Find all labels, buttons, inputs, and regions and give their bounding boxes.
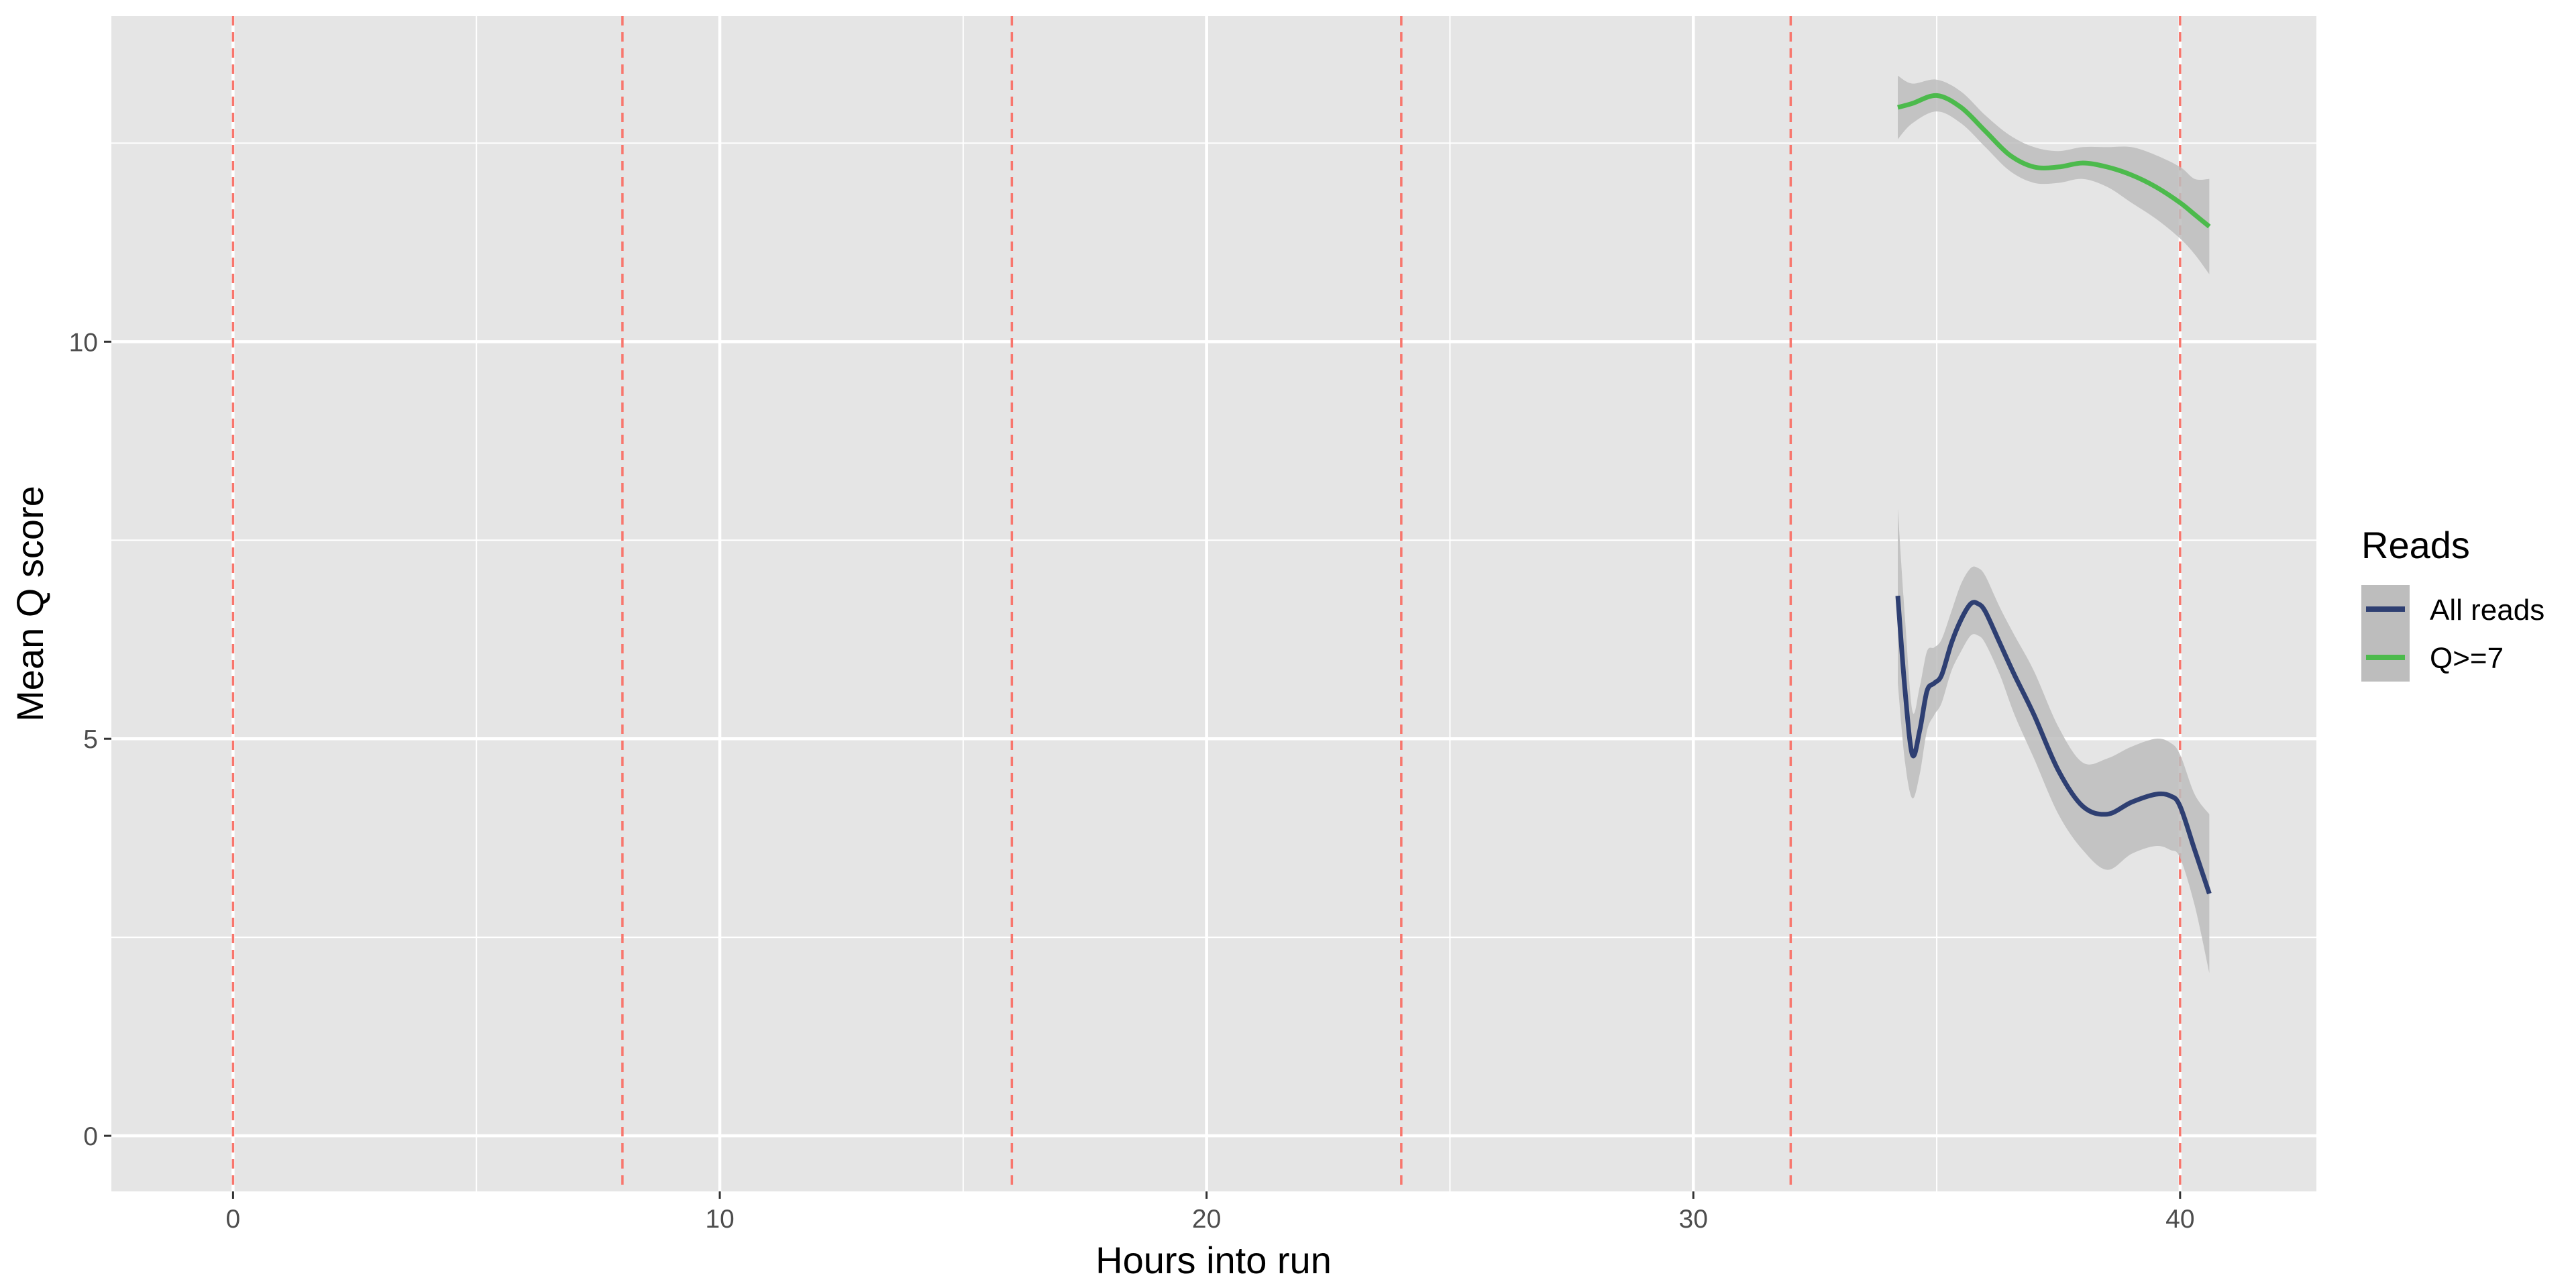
- legend-title: Reads: [2361, 524, 2470, 566]
- y-tick-label: 0: [83, 1122, 98, 1151]
- tick-labels: 0 10 20 30 40 0 5 10: [69, 328, 2195, 1234]
- y-axis-title: Mean Q score: [9, 486, 51, 722]
- minor-gridlines: [111, 16, 2316, 1191]
- series-lines: [1895, 93, 2212, 895]
- confidence-ribbons: [1898, 75, 2210, 973]
- x-tick-label: 30: [1679, 1205, 1708, 1234]
- axis-ticks: [104, 340, 2182, 1199]
- x-tick-label: 0: [226, 1205, 241, 1234]
- x-axis-title: Hours into run: [1095, 1239, 1332, 1281]
- x-tick-label: 20: [1192, 1205, 1221, 1234]
- legend-label-q7: Q>=7: [2430, 642, 2504, 675]
- ribbon-q7: [1898, 75, 2210, 274]
- line-all-reads: [1895, 595, 2212, 895]
- legend-item-q7: Q>=7: [2361, 633, 2504, 682]
- x-tick-label: 40: [2165, 1205, 2194, 1234]
- legend-label-all-reads: All reads: [2430, 594, 2544, 627]
- plot-panel: [111, 16, 2316, 1191]
- line-q7: [1897, 93, 2211, 229]
- x-tick-label: 10: [705, 1205, 734, 1234]
- legend: Reads All reads Q>=7: [2361, 524, 2544, 682]
- ribbon-all-reads: [1898, 508, 2210, 973]
- y-tick-label: 5: [83, 725, 98, 754]
- y-tick-label: 10: [69, 328, 98, 357]
- legend-item-all-reads: All reads: [2361, 585, 2544, 633]
